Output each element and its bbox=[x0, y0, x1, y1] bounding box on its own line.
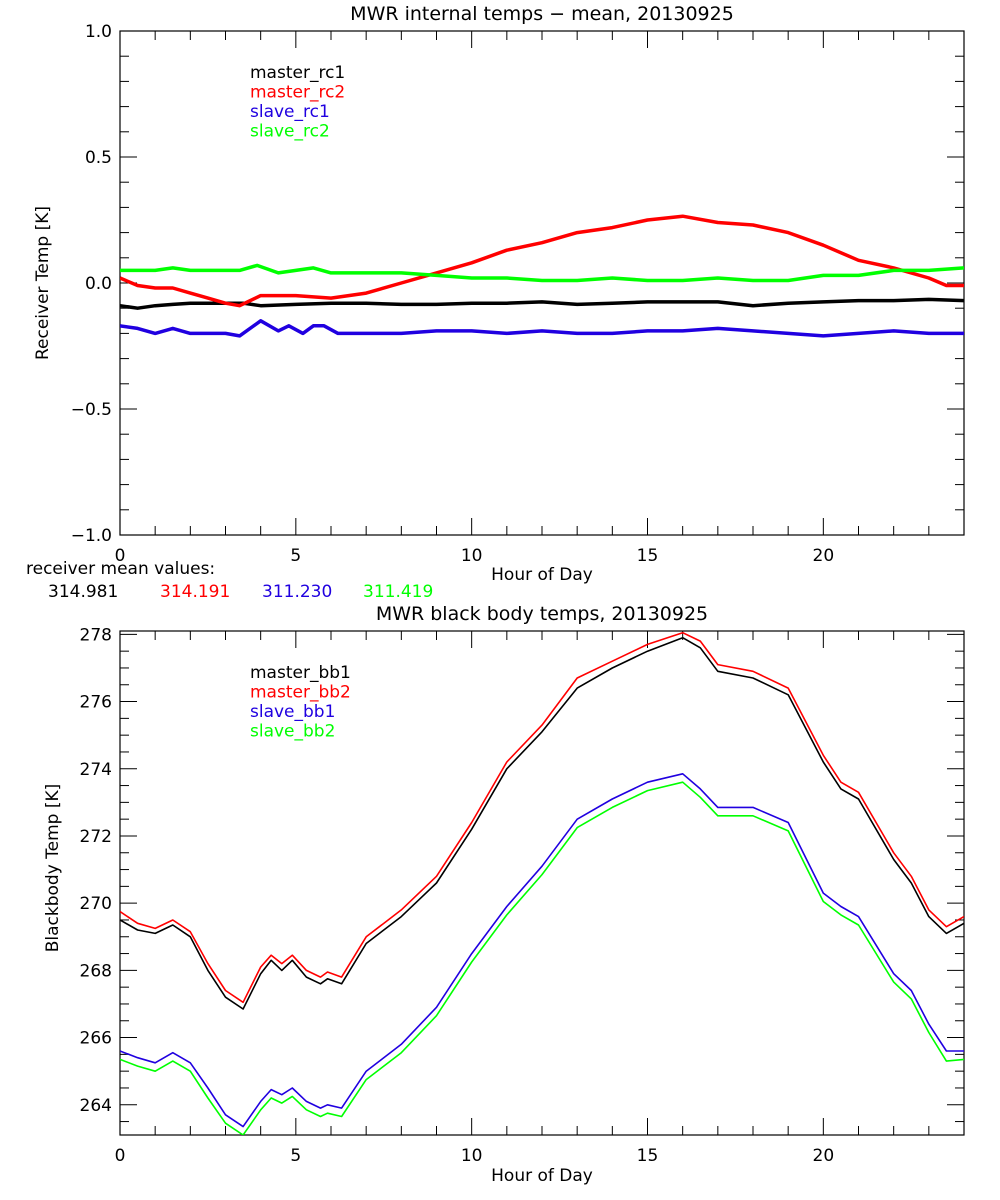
y-tick-label: 0.0 bbox=[85, 274, 112, 294]
blackbody-temps-panel: MWR black body temps, 20130925 0 5 10 15 20 2… bbox=[43, 603, 965, 1186]
legend-entry-master-bb1: master_bb1 bbox=[250, 663, 351, 683]
series-lines bbox=[120, 214, 964, 338]
x-axis-label: Hour of Day bbox=[491, 565, 593, 585]
legend-entry-master-rc2: master_rc2 bbox=[250, 83, 345, 103]
legend-entry-master-bb2: master_bb2 bbox=[250, 683, 351, 703]
series-line-master-rc2 bbox=[120, 214, 964, 308]
legend-entry-master-rc1: master_rc1 bbox=[250, 63, 345, 83]
x-tick-label: 0 bbox=[115, 546, 126, 566]
x-axis-label: Hour of Day bbox=[491, 1166, 593, 1186]
series-line-slave-rc2 bbox=[120, 263, 964, 283]
series-line-master-bb1 bbox=[120, 636, 964, 1010]
y-axis-label: Receiver Temp [K] bbox=[33, 206, 53, 360]
y-tick-label: 264 bbox=[80, 1096, 112, 1116]
footer-mean-value: 311.419 bbox=[363, 582, 433, 602]
legend-entry-slave-bb1: slave_bb1 bbox=[250, 702, 335, 722]
y-tick-label: 266 bbox=[80, 1029, 112, 1049]
plot-frame bbox=[119, 630, 965, 1136]
footer-label: receiver mean values: bbox=[26, 559, 215, 579]
y-tick-label: −0.5 bbox=[71, 400, 112, 420]
x-tick-label: 20 bbox=[813, 1146, 835, 1166]
chart-title: MWR black body temps, 20130925 bbox=[376, 603, 708, 625]
legend-entry-slave-rc1: slave_rc1 bbox=[250, 102, 330, 122]
y-tick-label: −1.0 bbox=[71, 526, 112, 546]
footer-mean-value: 311.230 bbox=[262, 582, 332, 602]
chart-title: MWR internal temps − mean, 20130925 bbox=[350, 3, 734, 25]
receiver-temps-panel: MWR internal temps − mean, 20130925 0 5 10… bbox=[26, 3, 965, 602]
axis-ticks bbox=[119, 30, 965, 536]
axis-ticks bbox=[119, 631, 965, 1135]
y-tick-label: 268 bbox=[80, 961, 112, 981]
footer-mean-value: 314.191 bbox=[160, 582, 230, 602]
y-tick-label: 270 bbox=[80, 894, 112, 914]
series-lines bbox=[120, 631, 964, 1135]
y-tick-label: 272 bbox=[80, 827, 112, 847]
legend-entry-slave-bb2: slave_bb2 bbox=[250, 722, 335, 742]
y-axis-label: Blackbody Temp [K] bbox=[43, 784, 63, 953]
y-tick-label: 274 bbox=[80, 760, 112, 780]
y-tick-label: 1.0 bbox=[85, 22, 112, 42]
x-tick-label: 0 bbox=[115, 1146, 126, 1166]
y-tick-label: 0.5 bbox=[85, 148, 112, 168]
legend-entry-slave-rc2: slave_rc2 bbox=[250, 122, 330, 142]
tick-labels: 0 5 10 15 20 264 266 268 270 272 274 276 278 bbox=[80, 625, 835, 1166]
footer-values: 314.981 314.191 311.230 311.419 bbox=[48, 582, 433, 602]
y-tick-label: 276 bbox=[80, 693, 112, 713]
plot-frame bbox=[119, 30, 965, 536]
footer-mean-value: 314.981 bbox=[48, 582, 118, 602]
series-line-slave-bb2 bbox=[120, 781, 964, 1135]
tick-labels: 0 5 10 15 20 −1.0 −0.5 0.0 0.5 1.0 bbox=[71, 22, 834, 566]
series-line-master-bb2 bbox=[120, 631, 964, 1004]
x-tick-label: 15 bbox=[637, 1146, 659, 1166]
x-tick-label: 10 bbox=[461, 546, 483, 566]
series-line-master-rc1 bbox=[120, 297, 964, 310]
x-tick-label: 10 bbox=[461, 1146, 483, 1166]
series-line-slave-bb1 bbox=[120, 772, 964, 1128]
x-tick-label: 20 bbox=[813, 546, 835, 566]
x-tick-label: 5 bbox=[290, 546, 301, 566]
x-tick-label: 15 bbox=[637, 546, 659, 566]
x-tick-label: 5 bbox=[290, 1146, 301, 1166]
y-tick-label: 278 bbox=[80, 625, 112, 645]
series-line-slave-rc1 bbox=[120, 319, 964, 338]
